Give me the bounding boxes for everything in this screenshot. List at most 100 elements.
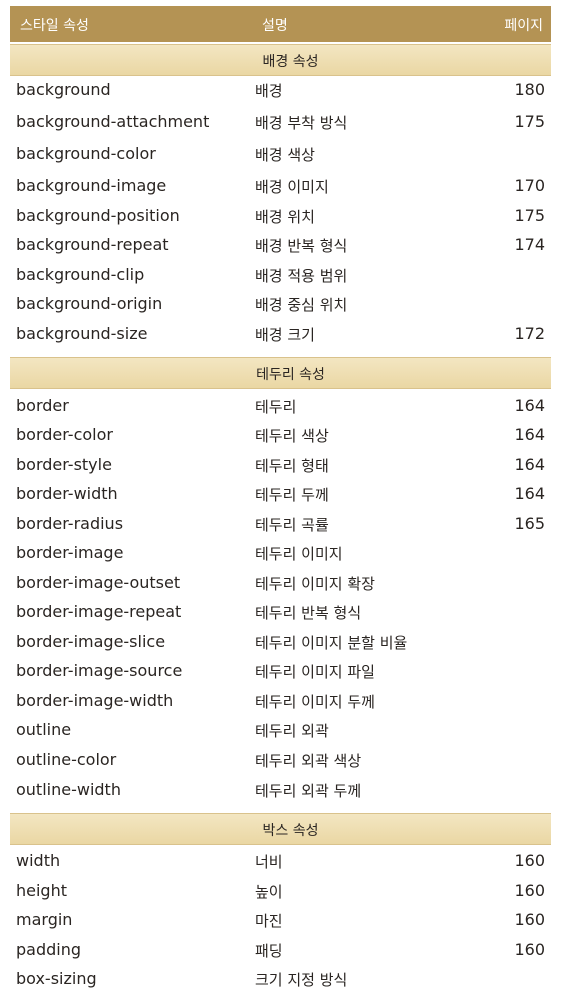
property-name: box-sizing <box>16 969 97 988</box>
table-row: border-radius 테두리 곡률 165 <box>0 510 563 539</box>
page-number: 160 <box>514 851 545 870</box>
page-number: 165 <box>514 514 545 533</box>
property-name: width <box>16 851 61 870</box>
section-title: 테두리 속성 <box>256 367 325 383</box>
table-row: border-image-width 테두리 이미지 두께 <box>0 687 563 716</box>
property-description: 테두리 이미지 <box>255 545 343 563</box>
property-name: background-size <box>16 324 148 343</box>
property-description: 배경 반복 형식 <box>255 237 348 255</box>
table-header: 스타일 속성 설명 페이지 <box>10 6 551 42</box>
property-name: border-color <box>16 425 113 444</box>
table-row: background-repeat 배경 반복 형식 174 <box>0 231 563 260</box>
property-description: 테두리 이미지 분할 비율 <box>255 634 408 652</box>
table-row: width 너비 160 <box>0 847 563 876</box>
property-description: 테두리 두께 <box>255 486 329 504</box>
header-description: 설명 <box>262 18 288 34</box>
table-row: border-image-repeat 테두리 반복 형식 <box>0 598 563 627</box>
page-number: 164 <box>514 455 545 474</box>
table-row: padding 패딩 160 <box>0 936 563 965</box>
property-name: background-image <box>16 176 167 195</box>
page-number: 164 <box>514 425 545 444</box>
property-description: 테두리 이미지 파일 <box>255 663 375 681</box>
property-name: border-style <box>16 455 112 474</box>
property-description: 테두리 이미지 확장 <box>255 575 375 593</box>
property-name: border-image-slice <box>16 632 166 651</box>
property-description: 배경 <box>255 82 283 100</box>
property-name: background-position <box>16 206 180 225</box>
property-name: border-radius <box>16 514 124 533</box>
page-number: 164 <box>514 484 545 503</box>
property-description: 배경 위치 <box>255 208 315 226</box>
page-number: 172 <box>514 324 545 343</box>
table-row: height 높이 160 <box>0 877 563 906</box>
section-header-box: 박스 속성 <box>10 813 551 845</box>
property-description: 테두리 곡률 <box>255 516 329 534</box>
property-description: 배경 부착 방식 <box>255 114 348 132</box>
property-description: 배경 크기 <box>255 326 315 344</box>
table-row: background-clip 배경 적용 범위 <box>0 261 563 290</box>
property-name: outline-color <box>16 750 117 769</box>
property-description: 너비 <box>255 853 283 871</box>
property-description: 배경 이미지 <box>255 178 329 196</box>
table-row: border-image-slice 테두리 이미지 분할 비율 <box>0 628 563 657</box>
property-name: background-attachment <box>16 112 210 131</box>
table-row: border-width 테두리 두께 164 <box>0 480 563 509</box>
page-number: 175 <box>514 112 545 131</box>
table-row: outline 테두리 외곽 <box>0 716 563 745</box>
page-number: 160 <box>514 940 545 959</box>
table-row: background-attachment 배경 부착 방식 175 <box>0 108 563 137</box>
property-name: background-color <box>16 144 156 163</box>
property-name: background-origin <box>16 294 163 313</box>
property-name: border-image <box>16 543 124 562</box>
property-name: border-image-outset <box>16 573 181 592</box>
property-name: padding <box>16 940 82 959</box>
property-description: 크기 지정 방식 <box>255 971 348 989</box>
property-description: 테두리 <box>255 398 297 416</box>
page-number: 174 <box>514 235 545 254</box>
table-row: border-style 테두리 형태 164 <box>0 451 563 480</box>
property-name: outline-width <box>16 780 121 799</box>
section-header-border: 테두리 속성 <box>10 357 551 389</box>
property-description: 테두리 외곽 <box>255 722 329 740</box>
table-row: background-origin 배경 중심 위치 <box>0 290 563 319</box>
property-description: 테두리 외곽 색상 <box>255 752 362 770</box>
section-title: 박스 속성 <box>262 823 319 839</box>
property-name: background-repeat <box>16 235 169 254</box>
table-row: box-sizing 크기 지정 방식 <box>0 965 563 994</box>
page-number: 175 <box>514 206 545 225</box>
property-description: 높이 <box>255 883 283 901</box>
property-description: 테두리 반복 형식 <box>255 604 362 622</box>
property-description: 테두리 외곽 두께 <box>255 782 362 800</box>
property-description: 테두리 형태 <box>255 457 329 475</box>
property-description: 테두리 이미지 두께 <box>255 693 375 711</box>
table-row: background-image 배경 이미지 170 <box>0 172 563 201</box>
header-page: 페이지 <box>504 18 543 34</box>
table-row: background-position 배경 위치 175 <box>0 202 563 231</box>
property-name: border <box>16 396 69 415</box>
property-description: 테두리 색상 <box>255 427 329 445</box>
page-number: 160 <box>514 910 545 929</box>
property-name: border-width <box>16 484 118 503</box>
table-row: outline-color 테두리 외곽 색상 <box>0 746 563 775</box>
page-number: 170 <box>514 176 545 195</box>
header-property: 스타일 속성 <box>20 18 89 34</box>
property-description: 마진 <box>255 912 283 930</box>
property-name: background-clip <box>16 265 145 284</box>
section-title: 배경 속성 <box>262 54 319 70</box>
table-row: border-image-source 테두리 이미지 파일 <box>0 657 563 686</box>
table-row: margin 마진 160 <box>0 906 563 935</box>
table-row: background-size 배경 크기 172 <box>0 320 563 349</box>
property-name: outline <box>16 720 72 739</box>
property-name: background <box>16 80 111 99</box>
table-row: border-color 테두리 색상 164 <box>0 421 563 450</box>
page-number: 160 <box>514 881 545 900</box>
property-description: 배경 적용 범위 <box>255 267 348 285</box>
property-name: border-image-repeat <box>16 602 182 621</box>
property-description: 패딩 <box>255 942 283 960</box>
page-number: 164 <box>514 396 545 415</box>
table-row: border-image-outset 테두리 이미지 확장 <box>0 569 563 598</box>
property-name: border-image-width <box>16 691 174 710</box>
table-row: outline-width 테두리 외곽 두께 <box>0 776 563 805</box>
property-name: margin <box>16 910 73 929</box>
